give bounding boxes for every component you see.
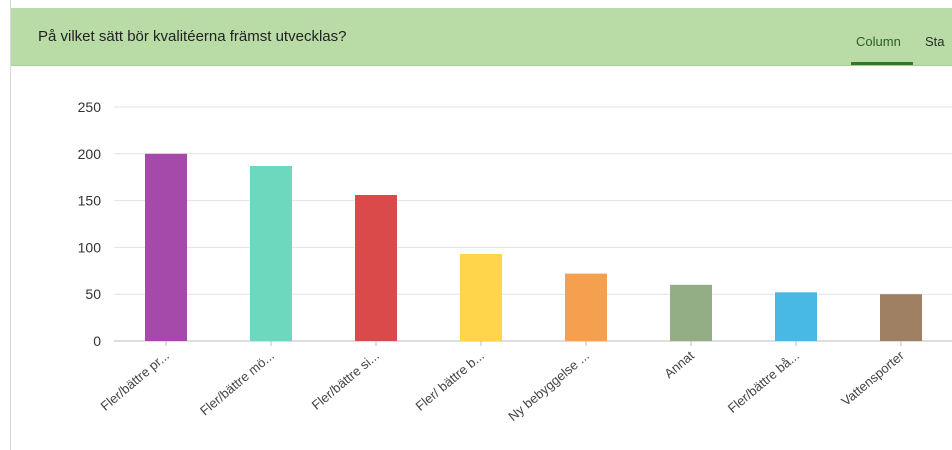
bar[interactable] [145,153,187,341]
y-tick-label: 100 [78,239,102,255]
bar[interactable] [880,294,922,341]
question-header: På vilket sätt bör kvalitéerna främst ut… [11,8,952,66]
chart-bars [145,153,922,341]
question-title: På vilket sätt bör kvalitéerna främst ut… [38,28,347,45]
x-tick-label: Fler/bättre mö... [197,348,277,418]
x-tick-label: Fler/bättre si... [309,348,382,413]
chart-card: På vilket sätt bör kvalitéerna främst ut… [10,0,952,450]
active-tab-indicator [851,62,913,65]
x-tick-label: Fler/bättre pr... [98,348,172,414]
x-tick-label: Ny bebyggelse ... [505,348,592,424]
x-tick-label: Vattensporter [838,347,907,408]
bar[interactable] [355,194,397,341]
x-tick-label: Fler/ bättre b... [413,348,487,414]
y-tick-label: 50 [85,286,101,302]
x-axis-ticks: Fler/bättre pr... Fler/bättre mö... Fler/b… [98,341,907,424]
bar[interactable] [250,165,292,341]
x-tick-label: Fler/bättre bå... [725,348,802,416]
y-tick-label: 200 [78,146,102,162]
bar[interactable] [460,253,502,341]
tab-stacked[interactable]: Sta [925,34,945,49]
y-tick-label: 150 [78,193,102,209]
bar[interactable] [775,292,817,341]
y-tick-label: 250 [78,99,102,115]
y-tick-label: 0 [93,333,101,349]
chart-gridlines [114,106,952,342]
bar[interactable] [565,273,607,341]
tab-column[interactable]: Column [856,34,901,49]
bar[interactable] [670,284,712,341]
x-tick-label: Annat [661,348,697,382]
y-axis-ticks: 0 50 100 150 200 250 [78,99,102,349]
